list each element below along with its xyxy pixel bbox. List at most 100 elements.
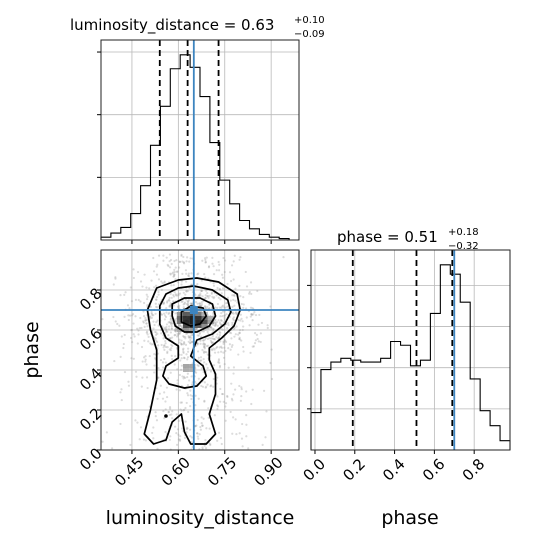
scatter-point (218, 263, 221, 266)
scatter-point (211, 334, 214, 338)
scatter-point (119, 355, 122, 359)
scatter-point (215, 306, 219, 309)
scatter-point (203, 347, 206, 350)
density-cell-30 (189, 368, 196, 372)
scatter-point (178, 338, 181, 341)
scatter-point (240, 388, 243, 391)
scatter-point (178, 438, 182, 441)
scatter-point (249, 315, 252, 318)
scatter-point (218, 366, 222, 369)
scatter-point (235, 325, 238, 328)
scatter-point (154, 415, 157, 418)
scatter-point (233, 304, 236, 307)
scatter-point (165, 330, 168, 333)
scatter-point (144, 319, 147, 322)
scatter-point (223, 339, 227, 342)
scatter-point (178, 266, 181, 269)
joint-xtick-label-3: 0.90 (250, 454, 286, 490)
scatter-point (194, 300, 198, 304)
scatter-point (242, 296, 245, 299)
ld-hist-bin-14 (240, 221, 250, 240)
scatter-point (209, 339, 212, 342)
scatter-point (223, 270, 226, 274)
scatter-point (160, 332, 163, 335)
scatter-point (190, 302, 194, 306)
scatter-point (175, 443, 179, 446)
scatter-point (146, 325, 149, 328)
density-cell-4 (182, 312, 190, 316)
scatter-point (169, 323, 173, 326)
scatter-point (175, 270, 178, 273)
scatter-point (175, 259, 178, 262)
scatter-point (147, 335, 150, 338)
scatter-point (232, 327, 236, 330)
density-cell-3 (176, 312, 183, 316)
scatter-point (172, 300, 175, 303)
scatter-point (173, 259, 176, 263)
scatter-point (169, 317, 172, 320)
scatter-point (178, 341, 181, 344)
scatter-point (239, 313, 242, 316)
scatter-point (216, 405, 220, 408)
scatter-point (168, 438, 171, 442)
contour-island (164, 414, 168, 418)
joint-frame (100, 249, 300, 451)
scatter-point (163, 318, 167, 321)
scatter-point (180, 343, 183, 346)
scatter-point (185, 427, 188, 431)
joint-xtick-label-2: 0.75 (204, 454, 240, 490)
scatter-point (174, 278, 177, 281)
scatter-point (179, 324, 182, 327)
scatter-point (206, 353, 209, 356)
scatter-point (160, 313, 164, 316)
scatter-point (176, 428, 180, 431)
scatter-point (182, 343, 185, 346)
scatter-point (216, 395, 219, 398)
scatter-point (143, 325, 146, 328)
scatter-point (181, 272, 184, 276)
scatter-point (213, 351, 217, 354)
scatter-point (241, 328, 244, 332)
scatter-point (174, 266, 177, 269)
scatter-point (188, 336, 191, 339)
scatter-point (139, 426, 143, 429)
ld-hist-frame (100, 39, 300, 241)
scatter-point (185, 272, 188, 275)
scatter-point (222, 340, 225, 344)
scatter-point (162, 254, 165, 257)
scatter-point (147, 340, 150, 343)
scatter-point (185, 426, 189, 429)
scatter-point (202, 343, 205, 346)
scatter-point (202, 350, 205, 353)
density-cell-17 (195, 320, 202, 324)
scatter-point (169, 305, 172, 308)
scatter-point (204, 350, 207, 353)
scatter-point (228, 331, 231, 334)
scatter-point (141, 376, 144, 379)
scatter-point (174, 425, 177, 428)
scatter-point (204, 328, 207, 332)
scatter-point (153, 364, 156, 367)
scatter-point (230, 264, 234, 267)
scatter-point (265, 410, 268, 413)
scatter-point (173, 270, 176, 274)
phase-xtick-label-4: 0.8 (459, 455, 489, 485)
scatter-point (269, 305, 272, 308)
phase-hist-bin-8 (391, 342, 401, 450)
scatter-point (145, 363, 148, 366)
scatter-point (212, 327, 215, 331)
scatter-point (237, 333, 240, 336)
scatter-point (156, 397, 159, 400)
scatter-point (152, 426, 155, 429)
scatter-point (266, 326, 269, 330)
scatter-point (187, 336, 190, 339)
scatter-point (184, 293, 187, 296)
joint-xtick-label-1: 0.60 (158, 454, 194, 490)
scatter-point (245, 390, 248, 393)
scatter-point (203, 444, 206, 447)
scatter-point (212, 385, 215, 388)
scatter-point (184, 420, 187, 423)
scatter-point (251, 319, 254, 322)
scatter-point (164, 400, 167, 403)
phase-hist-bin-15 (460, 302, 470, 450)
